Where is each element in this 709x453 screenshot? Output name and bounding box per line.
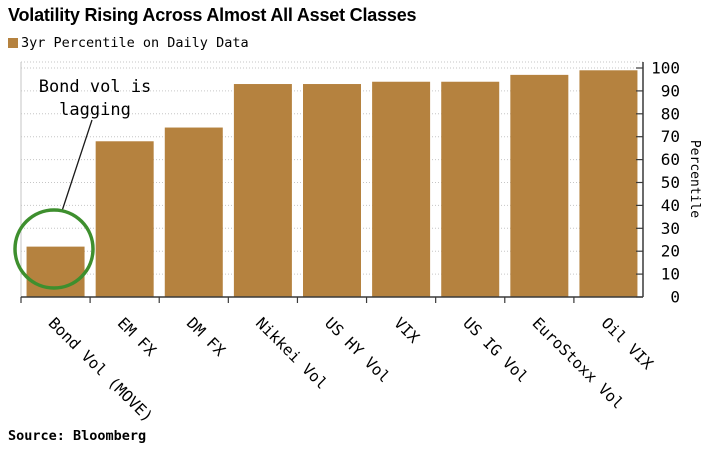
source-credit: Source: Bloomberg [8,428,147,444]
y-tick-label-0: 0 [670,288,680,307]
y-tick-label-90: 90 [661,81,680,100]
y-tick-label-50: 50 [661,173,680,192]
x-label-oil-vix: Oil VIX [598,314,657,373]
x-label-vix: VIX [390,314,423,347]
bar-us-ig-vol [441,81,500,298]
bar-dm-fx [164,127,223,297]
bar-em-fx [95,141,154,297]
chart-title: Volatility Rising Across Almost All Asse… [8,5,417,25]
bar-eurostoxx-vol [510,74,569,298]
bar-oil-vix [579,70,638,297]
bar-us-hy-vol [303,84,361,297]
y-tick-label-40: 40 [661,196,680,215]
annotation-circle-icon [13,208,95,290]
y-tick-label-70: 70 [661,127,680,146]
y-axis-title: Percentile [687,140,702,218]
annotation-text-line1: Bond vol is [39,77,152,97]
y-tick-label-100: 100 [651,59,680,78]
annotation-leader-line [61,119,93,212]
legend: 3yr Percentile on Daily Data [8,35,249,51]
x-label-dm-fx: DM FX [183,314,229,360]
x-label-em-fx: EM FX [114,314,160,360]
y-tick-label-10: 10 [661,265,680,284]
x-label-us-ig-vol: US IG Vol [459,314,531,386]
y-tick-label-60: 60 [661,150,680,169]
x-label-nikkei-vol: Nikkei Vol [252,314,331,393]
bar-nikkei-vol [233,84,292,297]
y-tick-label-80: 80 [661,104,680,123]
annotation-text-line2: lagging [59,100,131,120]
legend-swatch-icon [8,38,18,48]
x-label-us-hy-vol: US HY Vol [321,314,393,386]
bar-vix [372,81,431,298]
y-tick-label-30: 30 [661,219,680,238]
legend-label: 3yr Percentile on Daily Data [21,35,249,51]
y-tick-label-20: 20 [661,242,680,261]
